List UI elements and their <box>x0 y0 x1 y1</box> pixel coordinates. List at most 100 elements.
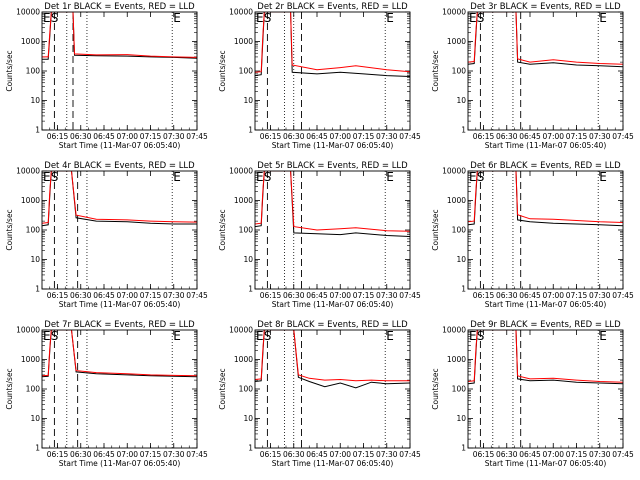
x-tick-label: 07:00 <box>116 450 138 459</box>
y-tick-label: 1000 <box>21 196 40 205</box>
y-tick-label: 10 <box>456 96 466 105</box>
segment-marker-e: E <box>469 329 477 343</box>
plot-frame <box>467 11 624 131</box>
x-tick-label: 07:15 <box>140 132 162 141</box>
x-tick-label: 07:00 <box>542 132 564 141</box>
x-tick-label: 06:15 <box>47 132 69 141</box>
y-axis-label: Counts/sec <box>218 368 227 409</box>
reference-lines <box>479 12 599 130</box>
x-tick-label: 06:30 <box>283 450 305 459</box>
x-tick-label: 07:30 <box>589 450 611 459</box>
y-tick-label: 1000 <box>447 37 466 46</box>
segment-marker-e: E <box>256 329 264 343</box>
segment-marker-e: E <box>256 170 264 184</box>
y-tick-label: 10000 <box>442 167 466 176</box>
panel-3: Det 3r BLACK = Events, RED = LLD 1 10 100 10… <box>431 2 634 150</box>
x-axis-label: Start Time (11-Mar-07 06:05:40) <box>272 300 394 309</box>
x-tick-label: 07:15 <box>566 291 588 300</box>
lld-line <box>42 12 197 58</box>
y-tick-label: 10 <box>243 255 253 264</box>
plot-frame <box>41 170 198 290</box>
panel-6: Det 6r BLACK = Events, RED = LLD 1 10 100 10… <box>431 161 634 309</box>
series-group <box>255 171 410 237</box>
segment-marker-e: E <box>43 170 51 184</box>
plot-frame <box>254 329 411 449</box>
panel-9: Det 9r BLACK = Events, RED = LLD 1 10 100 10… <box>431 320 634 468</box>
panel-5: Det 5r BLACK = Events, RED = LLD 1 10 100 10… <box>218 161 421 309</box>
x-tick-label: 06:30 <box>496 291 518 300</box>
plot-frame <box>41 329 198 449</box>
x-tick-label: 06:30 <box>283 291 305 300</box>
y-tick-label: 1000 <box>21 355 40 364</box>
segment-marker-e: E <box>386 11 394 25</box>
x-tick-label: 06:15 <box>260 450 282 459</box>
x-tick-label: 06:45 <box>519 132 541 141</box>
panel-title: Det 9r BLACK = Events, RED = LLD <box>470 320 621 330</box>
segment-marker-s: S <box>264 329 272 343</box>
y-tick-label: 10 <box>30 414 40 423</box>
y-tick-label: 1 <box>461 285 466 294</box>
lld-line <box>468 171 623 223</box>
x-tick-label: 07:00 <box>116 291 138 300</box>
y-tick-label: 1000 <box>447 355 466 364</box>
x-tick-label: 07:45 <box>399 132 421 141</box>
y-axis-label: Counts/sec <box>431 50 440 91</box>
x-tick-label: 06:45 <box>306 450 328 459</box>
lld-line <box>468 330 623 383</box>
y-tick-label: 100 <box>26 385 41 394</box>
panel-title: Det 3r BLACK = Events, RED = LLD <box>470 2 621 12</box>
x-tick-label: 06:15 <box>473 291 495 300</box>
x-tick-label: 07:00 <box>542 291 564 300</box>
y-tick-label: 100 <box>239 226 254 235</box>
panel-title: Det 5r BLACK = Events, RED = LLD <box>257 161 408 171</box>
y-tick-label: 1000 <box>234 196 253 205</box>
x-tick-label: 07:00 <box>329 132 351 141</box>
y-tick-label: 100 <box>26 226 41 235</box>
y-tick-label: 1 <box>248 444 253 453</box>
reference-lines <box>53 330 173 448</box>
lld-line <box>255 330 410 382</box>
segment-marker-e: E <box>43 11 51 25</box>
x-tick-label: 06:30 <box>70 450 92 459</box>
x-tick-label: 06:15 <box>260 132 282 141</box>
x-tick-label: 06:15 <box>473 450 495 459</box>
segment-marker-s: S <box>264 11 272 25</box>
x-tick-label: 07:15 <box>566 450 588 459</box>
segment-marker-e: E <box>386 329 394 343</box>
y-tick-label: 1000 <box>21 37 40 46</box>
reference-lines <box>479 171 599 289</box>
x-tick-label: 07:00 <box>542 450 564 459</box>
x-axis-label: Start Time (11-Mar-07 06:05:40) <box>59 141 181 150</box>
plot-frame <box>41 11 198 131</box>
y-tick-label: 10000 <box>16 326 40 335</box>
y-tick-label: 100 <box>26 67 41 76</box>
x-tick-label: 07:45 <box>186 291 208 300</box>
panel-title: Det 2r BLACK = Events, RED = LLD <box>257 2 408 12</box>
y-tick-label: 10 <box>456 414 466 423</box>
x-tick-label: 06:45 <box>519 291 541 300</box>
x-tick-label: 06:15 <box>473 132 495 141</box>
x-tick-label: 07:30 <box>376 291 398 300</box>
x-tick-label: 07:00 <box>329 291 351 300</box>
x-tick-label: 07:15 <box>353 291 375 300</box>
y-axis-label: Counts/sec <box>431 209 440 250</box>
series-group <box>468 330 623 385</box>
y-tick-label: 1 <box>35 285 40 294</box>
x-axis-label: Start Time (11-Mar-07 06:05:40) <box>485 459 607 468</box>
y-tick-label: 1000 <box>234 355 253 364</box>
segment-marker-e: E <box>599 329 607 343</box>
y-tick-label: 10000 <box>229 326 253 335</box>
panel-4: Det 4r BLACK = Events, RED = LLD 1 10 100 10… <box>5 161 208 309</box>
y-tick-label: 10000 <box>229 167 253 176</box>
lld-line <box>255 12 410 73</box>
y-tick-label: 100 <box>452 385 467 394</box>
y-tick-label: 10 <box>243 414 253 423</box>
x-tick-label: 07:30 <box>376 450 398 459</box>
segment-marker-e: E <box>43 329 51 343</box>
x-tick-label: 06:30 <box>496 450 518 459</box>
panel-title: Det 8r BLACK = Events, RED = LLD <box>257 320 408 330</box>
plot-frame <box>254 170 411 290</box>
series-group <box>468 12 623 68</box>
x-tick-label: 07:45 <box>612 450 634 459</box>
